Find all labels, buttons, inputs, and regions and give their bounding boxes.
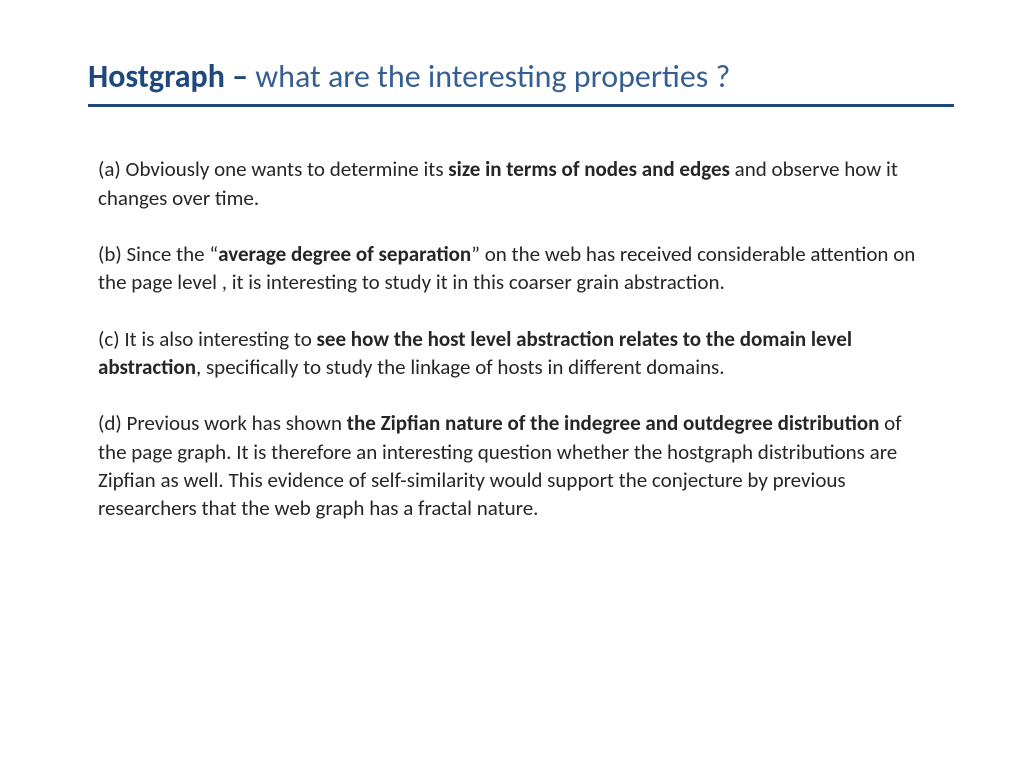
para-b-pre: (b) Since the “ [98,241,218,267]
para-a-pre: (a) Obviously one wants to determine its [98,156,448,182]
para-c-post: , specifically to study the linkage of h… [196,354,725,380]
para-b-bold: average degree of separation [218,241,471,267]
title-underline: Hostgraph – what are the interesting pro… [88,58,954,107]
paragraph-b: (b) Since the “average degree of separat… [98,240,934,297]
slide-body: (a) Obviously one wants to determine its… [88,155,954,522]
para-a-bold: size in terms of nodes and edges [448,156,730,182]
para-c-pre: (c) It is also interesting to [98,326,317,352]
paragraph-c: (c) It is also interesting to see how th… [98,325,934,382]
paragraph-a: (a) Obviously one wants to determine its… [98,155,934,212]
paragraph-d: (d) Previous work has shown the Zipfian … [98,409,934,522]
title-rest: what are the interesting properties ? [255,57,730,96]
para-d-bold: the Zipfian nature of the indegree and o… [347,410,880,436]
slide-container: Hostgraph – what are the interesting pro… [0,0,1024,768]
slide-title: Hostgraph – what are the interesting pro… [88,58,954,96]
para-d-pre: (d) Previous work has shown [98,410,347,436]
title-bold-part: Hostgraph – [88,57,255,96]
